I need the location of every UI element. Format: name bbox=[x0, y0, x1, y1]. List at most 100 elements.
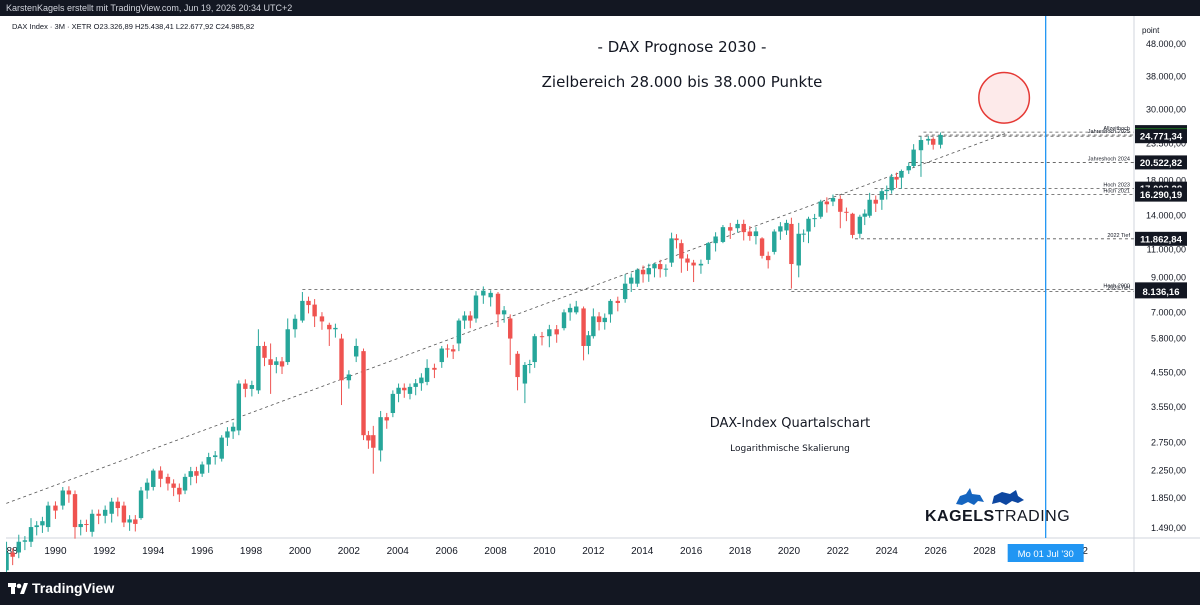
y-tick-label: 18.000,00 bbox=[1146, 176, 1186, 186]
x-tick-label: 1996 bbox=[191, 546, 214, 557]
candle-body bbox=[473, 295, 479, 319]
candle-body bbox=[262, 345, 267, 358]
candle-body bbox=[918, 140, 924, 151]
candle-body bbox=[151, 470, 156, 487]
candle-body bbox=[554, 329, 559, 335]
x-tick-label: 2014 bbox=[631, 546, 654, 557]
candle-body bbox=[515, 353, 520, 378]
candle-body bbox=[735, 223, 740, 229]
candle-body bbox=[547, 329, 552, 337]
x-tick-label: 2006 bbox=[436, 546, 459, 557]
candle-body bbox=[306, 300, 311, 306]
candle-body bbox=[16, 541, 21, 553]
candle-body bbox=[182, 476, 188, 491]
candle-body bbox=[396, 387, 401, 394]
candle-body bbox=[292, 318, 298, 330]
candle-body bbox=[635, 269, 640, 284]
attribution-text: KarstenKagels erstellt mit TradingView.c… bbox=[6, 3, 293, 13]
candle-body bbox=[669, 238, 674, 263]
candle-body bbox=[608, 300, 613, 315]
price-label-badge bbox=[1135, 284, 1187, 299]
x-tick-label: 2010 bbox=[533, 546, 556, 557]
brand-word-1: KAGELS bbox=[925, 508, 995, 525]
candle-body bbox=[419, 377, 424, 384]
price-label-badge bbox=[1135, 187, 1187, 202]
chart-target-text: Zielbereich 28.000 bis 38.000 Punkte bbox=[541, 73, 823, 91]
candle-body bbox=[899, 170, 904, 178]
chart-area[interactable]: point 48.000,00 38.000,00 30.000,00 23.500,0… bbox=[6, 16, 1200, 572]
y-tick-label: 14.000,00 bbox=[1146, 211, 1186, 221]
tradingview-brand: TradingView bbox=[32, 580, 115, 596]
candle-body bbox=[194, 471, 199, 476]
candle-body bbox=[384, 417, 389, 421]
candle-body bbox=[911, 149, 916, 167]
chart-scale-note: Logarithmische Skalierung bbox=[730, 444, 850, 454]
candle-body bbox=[468, 315, 473, 321]
candle-body bbox=[158, 470, 163, 479]
candle-body bbox=[850, 213, 855, 235]
candle-body bbox=[346, 374, 352, 381]
candle-body bbox=[361, 351, 366, 436]
candle-body bbox=[591, 316, 596, 337]
candle-body bbox=[109, 501, 114, 514]
candle-body bbox=[561, 312, 567, 329]
candle-body bbox=[133, 519, 138, 524]
x-tick-label: 2012 bbox=[582, 546, 605, 557]
candle-body bbox=[652, 264, 657, 269]
candle-body bbox=[10, 552, 15, 557]
candle-body bbox=[366, 435, 371, 441]
candle-body bbox=[236, 383, 242, 431]
bull-bear-logo-icon bbox=[956, 488, 1024, 505]
y-tick-label: 48.000,00 bbox=[1146, 39, 1186, 49]
x-tick-label: 2018 bbox=[729, 546, 752, 557]
level-name: Jahreshoch 2025 bbox=[1088, 129, 1130, 135]
candle-body bbox=[879, 191, 885, 200]
candle-body bbox=[199, 464, 205, 474]
y-tick-label: 4.550,00 bbox=[1151, 367, 1186, 377]
candle-body bbox=[884, 189, 889, 192]
x-tick-label: 1990 bbox=[44, 546, 67, 557]
x-tick-label: 2026 bbox=[925, 546, 948, 557]
candle-body bbox=[327, 324, 332, 330]
candle-body bbox=[96, 513, 101, 516]
candle-body bbox=[339, 338, 344, 381]
level-name: Allzeithoch bbox=[1103, 126, 1130, 132]
candle-body bbox=[439, 348, 444, 363]
kagels-trading-logo: KAGELSTRADING bbox=[925, 508, 1070, 526]
candle-body bbox=[102, 509, 108, 516]
candle-body bbox=[801, 233, 806, 235]
price-label-badge bbox=[1135, 129, 1187, 144]
candle-body bbox=[698, 263, 704, 266]
candle-body bbox=[772, 231, 777, 252]
crosshair-date-label: Mo 01 Jul '30 bbox=[1018, 549, 1074, 560]
candle-body bbox=[674, 238, 679, 241]
candle-body bbox=[720, 227, 726, 242]
trendline bbox=[6, 131, 1010, 504]
candle-body bbox=[574, 306, 579, 313]
candle-body bbox=[818, 201, 823, 217]
candle-body bbox=[138, 490, 144, 519]
candle-body bbox=[495, 293, 501, 315]
price-chart[interactable]: point 48.000,00 38.000,00 30.000,00 23.500,0… bbox=[6, 16, 1200, 572]
y-tick-label: 30.000,00 bbox=[1146, 105, 1186, 115]
candle-body bbox=[274, 361, 279, 365]
price-label-value: 24.771,34 bbox=[1140, 132, 1183, 143]
candle-body bbox=[586, 335, 591, 346]
attribution-bar: KarstenKagels erstellt mit TradingView.c… bbox=[0, 0, 1200, 16]
candle-body bbox=[812, 218, 817, 220]
candle-body bbox=[456, 320, 462, 344]
level-name: 2020 Tief bbox=[1107, 285, 1130, 291]
candle-body bbox=[926, 138, 931, 141]
level-name: Jahreshoch 2024 bbox=[1088, 156, 1130, 162]
candle-body bbox=[6, 552, 9, 571]
candle-body bbox=[501, 310, 507, 315]
x-tick-label: 2004 bbox=[387, 546, 410, 557]
candle-body bbox=[532, 336, 537, 363]
candle-body bbox=[527, 364, 532, 366]
candle-body bbox=[45, 505, 51, 528]
candle-body bbox=[481, 290, 486, 296]
candle-body bbox=[488, 292, 493, 298]
candle-body bbox=[22, 540, 28, 542]
y-tick-label: 1.490,00 bbox=[1151, 523, 1186, 533]
candle-body bbox=[830, 197, 836, 202]
